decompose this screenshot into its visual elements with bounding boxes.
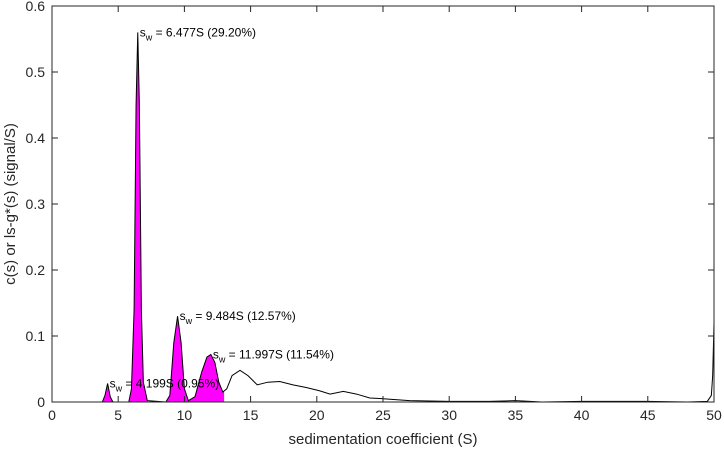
y-tick-label: 0.5 — [26, 64, 46, 80]
x-tick-label: 0 — [48, 407, 56, 423]
annotation-symbol: s — [213, 347, 219, 361]
x-axis-label: sedimentation coefficient (S) — [289, 431, 478, 448]
annotation-subscript: w — [185, 316, 193, 326]
plot-background — [52, 6, 714, 402]
y-tick-label: 0.6 — [26, 0, 46, 14]
distribution-line — [101, 32, 715, 403]
x-tick-label: 15 — [243, 407, 259, 423]
peak-fill-3 — [165, 316, 189, 402]
annotation-value: = 6.477S (29.20%) — [152, 25, 256, 39]
annotation-symbol: s — [180, 309, 186, 323]
x-tick-label: 30 — [441, 407, 457, 423]
peak-annotation-4: sw = 11.997S (11.54%) — [213, 347, 334, 364]
y-axis-label: c(s) or ls-g*(s) (signal/S) — [2, 123, 19, 285]
peak-fill-2 — [128, 32, 148, 403]
x-tick-label: 25 — [375, 407, 391, 423]
annotation-subscript: w — [145, 32, 153, 42]
y-tick-label: 0.1 — [26, 328, 46, 344]
peak-annotation-3: sw = 9.484S (12.57%) — [180, 309, 296, 326]
annotation-symbol: s — [110, 377, 116, 391]
annotation-value: = 4.199S (0.95%) — [122, 377, 219, 391]
x-tick-label: 10 — [177, 407, 193, 423]
annotation-subscript: w — [115, 384, 123, 394]
annotation-symbol: s — [140, 25, 146, 39]
x-tick-label: 50 — [706, 407, 722, 423]
x-tick-label: 40 — [574, 407, 590, 423]
peak-annotation-1: sw = 4.199S (0.95%) — [110, 377, 220, 394]
x-tick-label: 5 — [114, 407, 122, 423]
y-tick-label: 0.4 — [26, 130, 46, 146]
annotation-subscript: w — [218, 354, 226, 364]
peak-annotation-2: sw = 6.477S (29.20%) — [140, 25, 256, 42]
y-axis: 0 0.1 0.2 0.3 0.4 0.5 0.6 — [26, 0, 714, 410]
y-tick-label: 0.2 — [26, 262, 46, 278]
x-axis: 0 5 10 15 20 25 30 35 40 45 50 — [48, 6, 722, 423]
x-tick-label: 35 — [508, 407, 524, 423]
y-tick-label: 0.3 — [26, 196, 46, 212]
annotation-value: = 11.997S (11.54%) — [225, 347, 334, 361]
annotations: sw = 4.199S (0.95%)sw = 6.477S (29.20%)s… — [110, 25, 334, 393]
annotation-value: = 9.484S (12.57%) — [192, 309, 296, 323]
y-tick-label: 0 — [37, 394, 45, 410]
x-tick-label: 45 — [640, 407, 656, 423]
x-tick-label: 20 — [309, 407, 325, 423]
distribution-curve-group — [101, 32, 715, 403]
